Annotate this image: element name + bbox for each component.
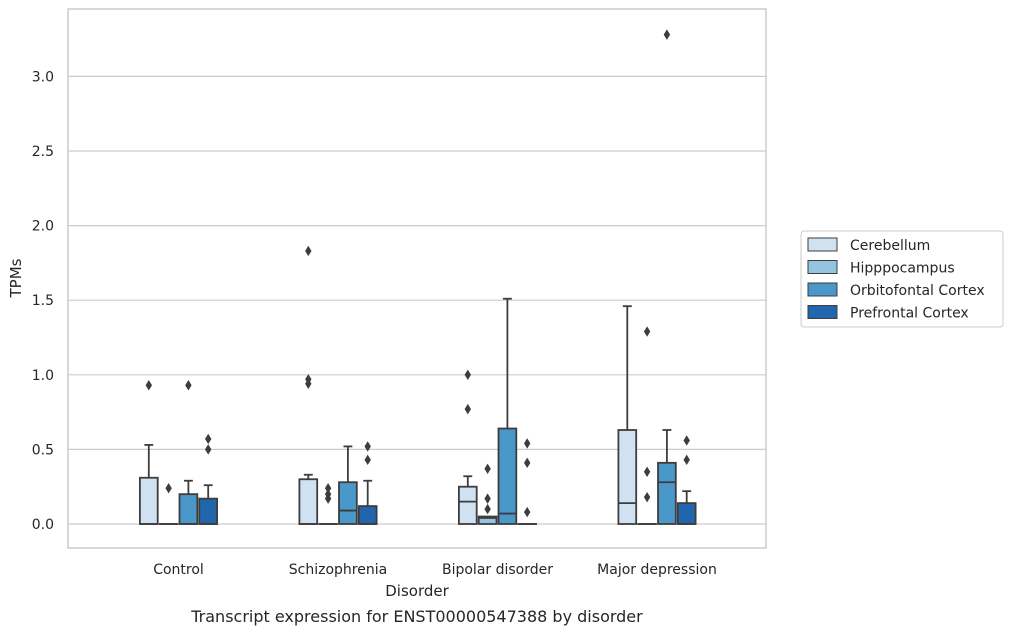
y-axis-label: TPMs <box>7 258 25 298</box>
legend-label: Orbitofontal Cortex <box>850 283 985 299</box>
legend-item: Prefrontal Cortex <box>807 305 969 322</box>
box-iqr <box>477 515 498 525</box>
box-orbitofontal-cortex-bipolar-disorder <box>497 297 518 525</box>
legend: Cerebellum Hipppocampus Orbitofontal Corte… <box>800 230 1004 328</box>
outlier-point <box>643 466 651 477</box>
outlier-point <box>524 438 531 449</box>
outlier-point <box>305 374 312 385</box>
legend-item: Hipppocampus <box>807 260 955 277</box>
box-groups <box>138 29 697 525</box>
outlier-point <box>643 491 651 503</box>
legend-item: Cerebellum <box>807 237 930 254</box>
box-cerebellum-bipolar-disorder <box>457 369 478 525</box>
box-iqr <box>657 461 677 525</box>
outlier-point <box>683 435 690 446</box>
y-axis-ticks: 0.0 0.5 1.0 1.5 2.0 2.5 3.0 <box>32 69 54 533</box>
box-iqr <box>178 493 199 525</box>
gridlines <box>68 75 766 525</box>
box-iqr <box>617 429 638 525</box>
y-tick-label: 0.5 <box>32 442 54 458</box>
outlier-point <box>324 482 332 494</box>
box-cerebellum-schizophrenia <box>298 245 319 525</box>
y-tick-label: 2.5 <box>32 144 54 160</box>
box-cerebellum-major-depression <box>617 305 638 525</box>
legend-swatch <box>807 282 838 297</box>
outlier-point <box>524 457 531 469</box>
box-hipppocampus-major-depression <box>637 326 657 525</box>
legend-item: Orbitofontal Cortex <box>807 282 985 299</box>
x-tick-label: Control <box>153 562 204 578</box>
box-iqr <box>198 497 219 525</box>
outlier-point <box>484 463 491 474</box>
x-tick-label: Bipolar disorder <box>442 562 553 578</box>
legend-label: Hipppocampus <box>850 261 955 277</box>
legend-swatch <box>807 305 838 319</box>
box-prefrontal-cortex-schizophrenia <box>357 441 378 525</box>
x-axis-ticks: Control Schizophrenia Bipolar disorder Majo… <box>153 562 717 578</box>
outlier-point <box>683 454 690 466</box>
outlier-point <box>364 454 371 466</box>
x-axis-label: Disorder <box>385 582 449 600</box>
chart-caption: Transcript expression for ENST0000054738… <box>190 607 643 626</box>
outlier-point <box>663 29 671 40</box>
box-iqr <box>338 481 358 525</box>
legend-label: Prefrontal Cortex <box>850 306 969 322</box>
box-prefrontal-cortex-major-depression <box>676 435 697 525</box>
outlier-point <box>205 444 212 455</box>
y-tick-label: 1.0 <box>32 368 54 384</box>
outlier-point <box>185 380 192 391</box>
legend-frame <box>800 230 1004 328</box>
legend-label: Cerebellum <box>850 238 930 254</box>
plot-area-frame <box>67 8 767 549</box>
y-tick-label: 2.0 <box>32 219 54 235</box>
x-tick-label: Major depression <box>597 562 717 578</box>
outlier-point <box>643 326 651 337</box>
outlier-point <box>484 503 491 515</box>
y-tick-label: 0.0 <box>32 517 54 533</box>
box-cerebellum-control <box>138 380 159 525</box>
box-hipppocampus-bipolar-disorder <box>477 463 498 525</box>
box-orbitofontal-cortex-schizophrenia <box>338 445 358 525</box>
box-hipppocampus-schizophrenia <box>318 482 338 525</box>
box-iqr <box>357 505 378 525</box>
outlier-point <box>484 493 491 504</box>
y-tick-label: 3.0 <box>32 69 54 85</box>
x-tick-label: Schizophrenia <box>289 562 387 578</box>
outlier-point <box>205 433 212 445</box>
outlier-point <box>324 488 332 500</box>
outlier-point <box>305 245 312 257</box>
y-tick-label: 1.5 <box>32 293 54 309</box>
outlier-point <box>165 482 172 494</box>
box-iqr <box>676 502 697 525</box>
outlier-point <box>464 403 471 415</box>
box-hipppocampus-control <box>158 482 179 525</box>
outlier-point <box>524 506 531 518</box>
outlier-point <box>464 369 471 380</box>
outlier-point <box>364 441 371 452</box>
box-prefrontal-cortex-control <box>198 433 219 525</box>
box-iqr <box>497 427 518 525</box>
box-prefrontal-cortex-bipolar-disorder <box>517 438 537 525</box>
box-iqr <box>298 478 319 525</box>
box-iqr <box>457 485 478 525</box>
outlier-point <box>145 380 152 391</box>
box-orbitofontal-cortex-major-depression <box>657 29 677 525</box>
box-iqr <box>138 476 159 525</box>
legend-swatch <box>807 260 838 274</box>
box-orbitofontal-cortex-control <box>178 380 199 525</box>
legend-swatch <box>807 237 838 252</box>
